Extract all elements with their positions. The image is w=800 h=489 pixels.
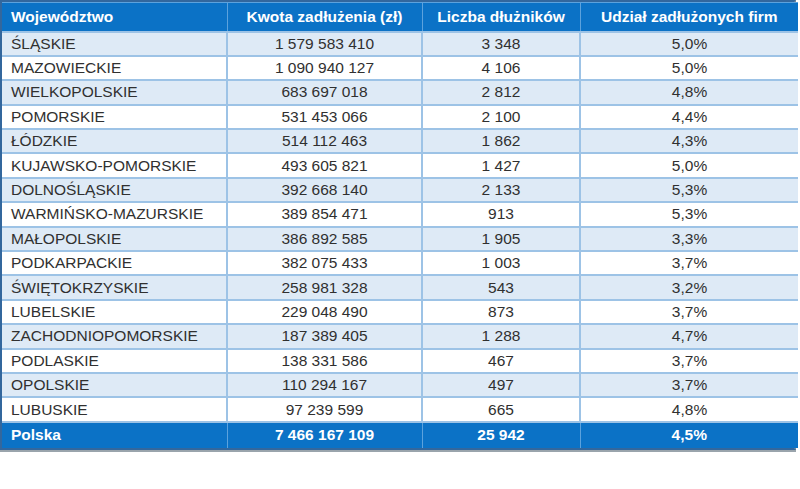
table-row: LUBUSKIE97 239 5996654,8%	[2, 397, 798, 421]
voivodeship-name-cell: DOLNOŚLĄSKIE	[2, 178, 227, 202]
voivodeship-name-cell: WIELKOPOLSKIE	[2, 80, 227, 104]
voivodeship-name-cell: ZACHODNIOPOMORSKIE	[2, 324, 227, 348]
value-cell: 514 112 463	[227, 129, 422, 153]
value-cell: 3 348	[422, 32, 580, 56]
column-header: Liczba dłużników	[422, 3, 580, 32]
table-row: ZACHODNIOPOMORSKIE187 389 4051 2884,7%	[2, 324, 798, 348]
table-row: LUBELSKIE229 048 4908733,7%	[2, 300, 798, 324]
value-cell: 5,3%	[580, 202, 798, 226]
value-cell: 5,3%	[580, 178, 798, 202]
value-cell: 4,8%	[580, 80, 798, 104]
value-cell: 913	[422, 202, 580, 226]
voivodeship-name-cell: MAZOWIECKIE	[2, 56, 227, 80]
column-header: Kwota zadłużenia (zł)	[227, 3, 422, 32]
debt-table-container: WojewództwoKwota zadłużenia (zł)Liczba d…	[0, 0, 796, 450]
table-row: KUJAWSKO-POMORSKIE493 605 8211 4275,0%	[2, 153, 798, 177]
value-cell: 3,7%	[580, 349, 798, 373]
column-header: Udział zadłużonych firm	[580, 3, 798, 32]
voivodeship-name-cell: KUJAWSKO-POMORSKIE	[2, 153, 227, 177]
value-cell: 2 100	[422, 105, 580, 129]
value-cell: 1 288	[422, 324, 580, 348]
value-cell: 5,0%	[580, 153, 798, 177]
value-cell: 1 862	[422, 129, 580, 153]
table-row: ŚLĄSKIE1 579 583 4103 3485,0%	[2, 32, 798, 56]
voivodeship-name-cell: MAŁOPOLSKIE	[2, 227, 227, 251]
value-cell: 3,2%	[580, 275, 798, 299]
voivodeship-name-cell: PODKARPACKIE	[2, 251, 227, 275]
value-cell: 138 331 586	[227, 349, 422, 373]
value-cell: 1 427	[422, 153, 580, 177]
table-footer: Polska7 466 167 10925 9424,5%	[2, 422, 798, 448]
voivodeship-name-cell: ŚWIĘTOKRZYSKIE	[2, 275, 227, 299]
table-row: OPOLSKIE110 294 1674973,7%	[2, 373, 798, 397]
value-cell: 187 389 405	[227, 324, 422, 348]
total-label-cell: Polska	[2, 422, 227, 448]
value-cell: 4 106	[422, 56, 580, 80]
table-row: WIELKOPOLSKIE683 697 0182 8124,8%	[2, 80, 798, 104]
value-cell: 110 294 167	[227, 373, 422, 397]
table-row: PODKARPACKIE382 075 4331 0033,7%	[2, 251, 798, 275]
value-cell: 873	[422, 300, 580, 324]
value-cell: 3,7%	[580, 373, 798, 397]
value-cell: 382 075 433	[227, 251, 422, 275]
total-value-cell: 7 466 167 109	[227, 422, 422, 448]
voivodeship-name-cell: ŁÓDZKIE	[2, 129, 227, 153]
total-row: Polska7 466 167 10925 9424,5%	[2, 422, 798, 448]
value-cell: 665	[422, 397, 580, 421]
value-cell: 497	[422, 373, 580, 397]
value-cell: 2 812	[422, 80, 580, 104]
debt-table: WojewództwoKwota zadłużenia (zł)Liczba d…	[2, 2, 798, 448]
value-cell: 4,4%	[580, 105, 798, 129]
value-cell: 5,0%	[580, 56, 798, 80]
value-cell: 1 090 940 127	[227, 56, 422, 80]
value-cell: 389 854 471	[227, 202, 422, 226]
value-cell: 97 239 599	[227, 397, 422, 421]
value-cell: 392 668 140	[227, 178, 422, 202]
value-cell: 258 981 328	[227, 275, 422, 299]
total-value-cell: 25 942	[422, 422, 580, 448]
value-cell: 531 453 066	[227, 105, 422, 129]
value-cell: 543	[422, 275, 580, 299]
table-row: WARMIŃSKO-MAZURSKIE389 854 4719135,3%	[2, 202, 798, 226]
voivodeship-name-cell: POMORSKIE	[2, 105, 227, 129]
value-cell: 467	[422, 349, 580, 373]
value-cell: 3,7%	[580, 251, 798, 275]
table-row: MAŁOPOLSKIE386 892 5851 9053,3%	[2, 227, 798, 251]
voivodeship-name-cell: PODLASKIE	[2, 349, 227, 373]
table-row: DOLNOŚLĄSKIE392 668 1402 1335,3%	[2, 178, 798, 202]
voivodeship-name-cell: OPOLSKIE	[2, 373, 227, 397]
table-body: ŚLĄSKIE1 579 583 4103 3485,0%MAZOWIECKIE…	[2, 32, 798, 422]
value-cell: 683 697 018	[227, 80, 422, 104]
value-cell: 229 048 490	[227, 300, 422, 324]
header-row: WojewództwoKwota zadłużenia (zł)Liczba d…	[2, 3, 798, 32]
value-cell: 5,0%	[580, 32, 798, 56]
value-cell: 386 892 585	[227, 227, 422, 251]
voivodeship-name-cell: WARMIŃSKO-MAZURSKIE	[2, 202, 227, 226]
value-cell: 1 905	[422, 227, 580, 251]
table-row: MAZOWIECKIE1 090 940 1274 1065,0%	[2, 56, 798, 80]
table-row: ŚWIĘTOKRZYSKIE258 981 3285433,2%	[2, 275, 798, 299]
table-row: ŁÓDZKIE514 112 4631 8624,3%	[2, 129, 798, 153]
voivodeship-name-cell: LUBELSKIE	[2, 300, 227, 324]
value-cell: 4,8%	[580, 397, 798, 421]
value-cell: 3,3%	[580, 227, 798, 251]
value-cell: 4,3%	[580, 129, 798, 153]
table-header: WojewództwoKwota zadłużenia (zł)Liczba d…	[2, 3, 798, 32]
voivodeship-name-cell: LUBUSKIE	[2, 397, 227, 421]
value-cell: 493 605 821	[227, 153, 422, 177]
column-header: Województwo	[2, 3, 227, 32]
value-cell: 1 579 583 410	[227, 32, 422, 56]
value-cell: 4,7%	[580, 324, 798, 348]
table-row: POMORSKIE531 453 0662 1004,4%	[2, 105, 798, 129]
voivodeship-name-cell: ŚLĄSKIE	[2, 32, 227, 56]
value-cell: 1 003	[422, 251, 580, 275]
table-row: PODLASKIE138 331 5864673,7%	[2, 349, 798, 373]
total-value-cell: 4,5%	[580, 422, 798, 448]
value-cell: 3,7%	[580, 300, 798, 324]
value-cell: 2 133	[422, 178, 580, 202]
